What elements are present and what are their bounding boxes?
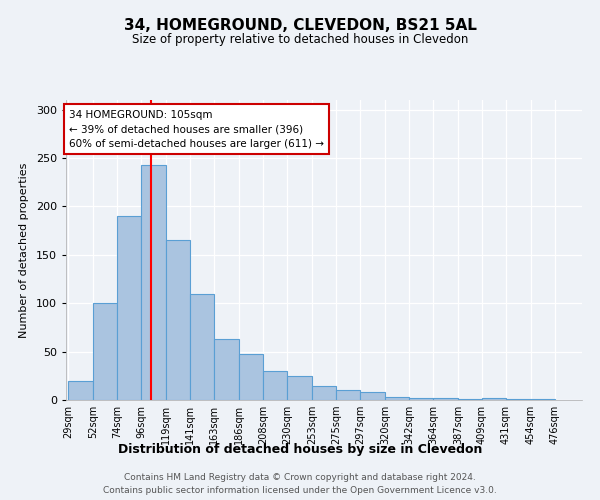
Bar [336, 390, 360, 400]
Text: Distribution of detached houses by size in Clevedon: Distribution of detached houses by size … [118, 442, 482, 456]
Bar [263, 371, 287, 400]
Y-axis label: Number of detached properties: Number of detached properties [19, 162, 29, 338]
Bar [166, 240, 190, 400]
Text: Size of property relative to detached houses in Clevedon: Size of property relative to detached ho… [132, 32, 468, 46]
Text: 34, HOMEGROUND, CLEVEDON, BS21 5AL: 34, HOMEGROUND, CLEVEDON, BS21 5AL [124, 18, 476, 32]
Bar [239, 354, 263, 400]
Bar [482, 398, 506, 400]
Bar [93, 303, 117, 400]
Bar [458, 399, 482, 400]
Text: Contains HM Land Registry data © Crown copyright and database right 2024.: Contains HM Land Registry data © Crown c… [124, 472, 476, 482]
Text: Contains public sector information licensed under the Open Government Licence v3: Contains public sector information licen… [103, 486, 497, 495]
Text: 34 HOMEGROUND: 105sqm
← 39% of detached houses are smaller (396)
60% of semi-det: 34 HOMEGROUND: 105sqm ← 39% of detached … [69, 110, 324, 150]
Bar [433, 398, 458, 400]
Bar [117, 216, 141, 400]
Bar [190, 294, 214, 400]
Bar [141, 165, 166, 400]
Bar [312, 386, 336, 400]
Bar [360, 392, 385, 400]
Bar [409, 398, 433, 400]
Bar [506, 399, 531, 400]
Bar [68, 380, 93, 400]
Bar [287, 376, 312, 400]
Bar [214, 339, 239, 400]
Bar [385, 397, 409, 400]
Bar [531, 399, 555, 400]
